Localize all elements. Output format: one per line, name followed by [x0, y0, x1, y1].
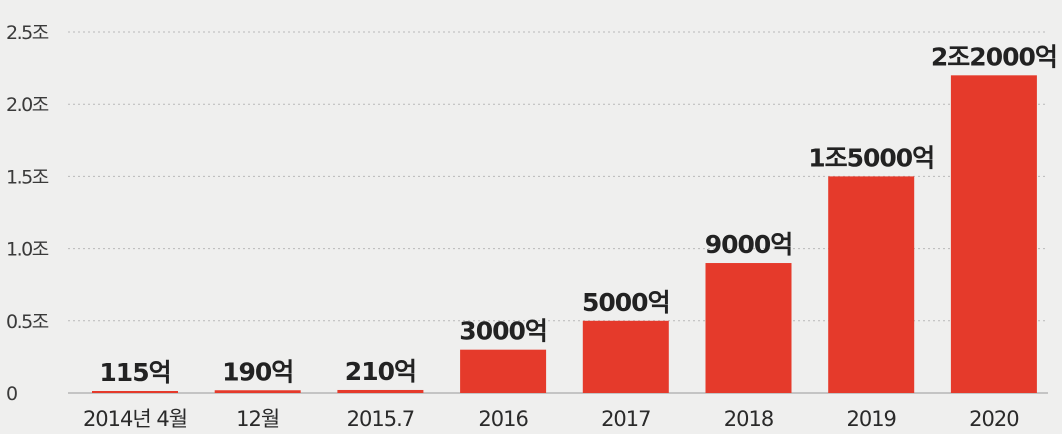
bar — [950, 75, 1037, 393]
data-label: 2조2000억 — [931, 42, 1057, 71]
y-tick-label: 1.0조 — [6, 239, 49, 261]
bar — [460, 349, 547, 393]
data-label: 190억 — [222, 357, 293, 386]
y-axis-ticks: 0 0.5조 1.0조 1.5조 2.0조 2.5조 — [6, 22, 50, 405]
data-label: 5000억 — [582, 288, 670, 317]
bar — [92, 391, 178, 393]
bar — [337, 389, 424, 393]
data-label: 115억 — [99, 358, 170, 387]
x-tick-label: 2015.7 — [347, 407, 414, 431]
x-tick-label: 2017 — [601, 407, 650, 431]
bars — [92, 75, 1037, 393]
bar — [214, 390, 301, 393]
bar — [828, 176, 915, 393]
bar — [582, 320, 669, 393]
data-label: 9000억 — [705, 230, 793, 259]
x-tick-label: 2016 — [478, 407, 528, 431]
x-tick-label: 2014년 4월 — [83, 407, 187, 431]
x-axis-ticks: 2014년 4월 12월 2015.7 2016 2017 2018 2019 2020 — [83, 407, 1020, 431]
bar — [705, 263, 792, 393]
y-tick-label: 2.0조 — [6, 94, 49, 116]
x-tick-label: 2018 — [724, 407, 773, 431]
y-tick-label: 0.5조 — [6, 311, 49, 333]
y-tick-label: 1.5조 — [6, 166, 49, 188]
x-tick-label: 2019 — [846, 407, 895, 431]
data-label: 3000억 — [459, 317, 547, 346]
y-tick-label: 2.5조 — [6, 22, 49, 44]
x-tick-label: 12월 — [236, 407, 279, 431]
data-labels: 115억 190억 210억 3000억 5000억 9000억 1조5000억 2조2000… — [99, 42, 1057, 387]
y-tick-label: 0 — [6, 383, 17, 405]
data-label: 210억 — [345, 357, 416, 386]
data-label: 1조5000억 — [808, 143, 934, 172]
x-tick-label: 2020 — [969, 407, 1018, 431]
